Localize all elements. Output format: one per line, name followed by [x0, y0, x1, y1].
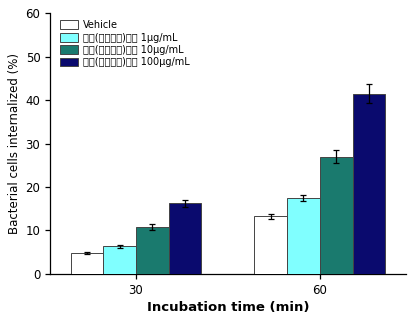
Bar — [168, 204, 201, 274]
Bar — [319, 156, 352, 274]
Bar — [254, 216, 287, 274]
Bar — [70, 253, 103, 274]
Bar — [103, 246, 135, 274]
X-axis label: Incubation time (min): Incubation time (min) — [146, 301, 309, 314]
Bar — [287, 198, 319, 274]
Bar — [352, 94, 385, 274]
Legend: Vehicle, 대두(생물전환)산물 1μg/mL, 대두(생물전환)산물 10μg/mL, 대두(생물전환)산물 100μg/mL: Vehicle, 대두(생물전환)산물 1μg/mL, 대두(생물전환)산물 1… — [58, 18, 191, 69]
Y-axis label: Bacterial cells internalized (%): Bacterial cells internalized (%) — [8, 53, 21, 234]
Bar — [135, 227, 168, 274]
